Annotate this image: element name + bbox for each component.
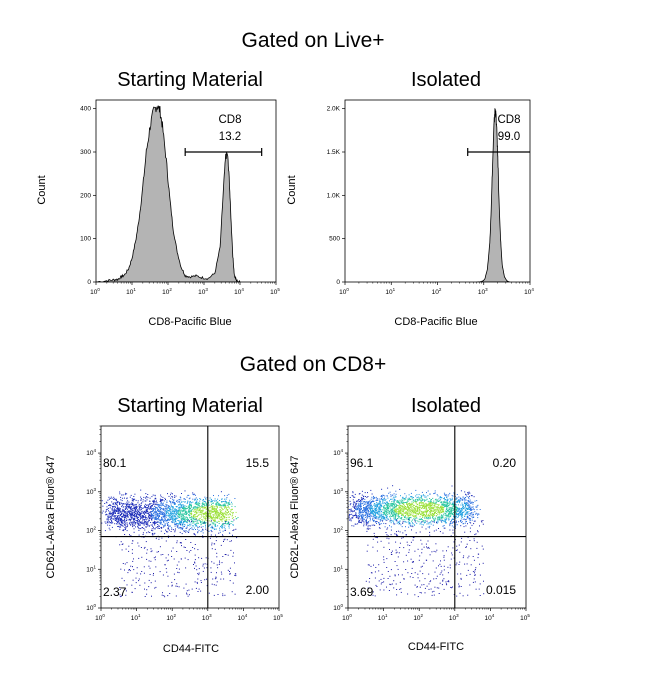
x-tick-label: 102: [162, 287, 172, 296]
x-tick-label: 102: [432, 287, 442, 296]
quadrant-upper-left: 96.1: [350, 456, 374, 470]
y-tick-label: 400: [80, 106, 91, 113]
plot-frame: [344, 99, 531, 283]
plot-frame: [95, 99, 277, 283]
x-tick-label: 102: [413, 613, 423, 622]
y-tick-label: 100: [333, 603, 343, 612]
y-tick-label: 102: [86, 526, 96, 535]
y-tick-label: 103: [86, 487, 96, 496]
y-tick-label: 200: [80, 192, 91, 199]
gate-label: CD8: [497, 114, 520, 126]
plot-frame: [347, 425, 527, 609]
y-tick-label: 104: [86, 448, 96, 457]
x-tick-label: 103: [478, 287, 488, 296]
y-tick-label: 500: [329, 236, 340, 243]
quadrant-lower-right: 0.015: [486, 583, 516, 597]
y-tick-label: 0: [87, 279, 91, 286]
density-dots: [101, 489, 239, 598]
y-tick-label: 100: [86, 603, 96, 612]
x-axis-label: CD44-FITC: [408, 641, 464, 653]
quadrant-upper-left: 80.1: [103, 456, 127, 470]
x-tick-label: 103: [202, 613, 212, 622]
y-axis-label: Count: [286, 175, 298, 204]
x-tick-label: 100: [95, 613, 105, 622]
y-axis-label: CD62L-Alexa Fluor® 647: [45, 455, 57, 578]
section-title-cd8: Gated on CD8+: [240, 353, 387, 376]
x-tick-label: 104: [234, 287, 244, 296]
quadrant-upper-right: 15.5: [246, 456, 270, 470]
histogram-curve: [476, 108, 511, 282]
y-tick-label: 2.0K: [327, 106, 341, 113]
gate-percent: 13.2: [219, 131, 241, 143]
x-tick-label: 104: [524, 287, 534, 296]
panel-title-hist-starting: Starting Material: [117, 69, 263, 91]
y-tick-label: 104: [333, 448, 343, 457]
x-tick-label: 103: [198, 287, 208, 296]
gate-label: CD8: [218, 114, 241, 126]
panel-title-scatter-isolated: Isolated: [411, 395, 481, 417]
x-tick-label: 105: [273, 613, 283, 622]
x-axis-label: CD8-Pacific Blue: [394, 316, 477, 328]
y-tick-label: 100: [80, 236, 91, 243]
x-tick-label: 100: [339, 287, 349, 296]
x-tick-label: 101: [378, 613, 388, 622]
x-axis-label: CD8-Pacific Blue: [148, 316, 231, 328]
x-tick-label: 101: [131, 613, 141, 622]
quadrant-lower-right: 2.00: [246, 583, 270, 597]
x-tick-label: 105: [270, 287, 280, 296]
y-tick-label: 103: [333, 487, 343, 496]
y-tick-label: 300: [80, 149, 91, 156]
quadrant-upper-right: 0.20: [493, 456, 517, 470]
x-tick-label: 105: [520, 613, 530, 622]
y-tick-label: 101: [86, 564, 96, 573]
x-tick-label: 101: [385, 287, 395, 296]
x-tick-label: 102: [166, 613, 176, 622]
panel-title-scatter-starting: Starting Material: [117, 395, 263, 417]
x-tick-label: 103: [449, 613, 459, 622]
x-tick-label: 100: [90, 287, 100, 296]
density-dots: [348, 485, 485, 598]
x-tick-label: 104: [238, 613, 248, 622]
x-axis-label: CD44-FITC: [163, 643, 219, 655]
scatter-starting-material: 100 101 102 103 104 100 101 102 103 104 105 CD44-FI…: [45, 425, 283, 655]
plot-frame: [100, 425, 280, 609]
y-tick-label: 0: [336, 279, 340, 286]
quadrant-lower-left: 2.37: [103, 585, 127, 599]
x-tick-label: 104: [485, 613, 495, 622]
scatter-isolated: 100 101 102 103 104 100 101 102 103 104 105 CD44-FI…: [289, 425, 530, 653]
x-tick-label: 100: [342, 613, 352, 622]
histogram-isolated: 0 500 1.0K 1.5K 2.0K 100 101 102 103 104 CD8-Pacif…: [286, 99, 534, 328]
panel-title-hist-isolated: Isolated: [411, 69, 481, 91]
y-tick-label: 1.5K: [327, 149, 341, 156]
histogram-curve: [96, 105, 241, 282]
y-axis-label: CD62L-Alexa Fluor® 647: [289, 455, 301, 578]
x-tick-label: 101: [126, 287, 136, 296]
quadrant-lower-left: 3.69: [350, 585, 374, 599]
y-tick-label: 101: [333, 564, 343, 573]
y-tick-label: 102: [333, 526, 343, 535]
gate-percent: 99.0: [498, 131, 520, 143]
y-axis-label: Count: [36, 175, 48, 204]
y-tick-label: 1.0K: [327, 192, 341, 199]
section-title-live: Gated on Live+: [241, 29, 384, 52]
